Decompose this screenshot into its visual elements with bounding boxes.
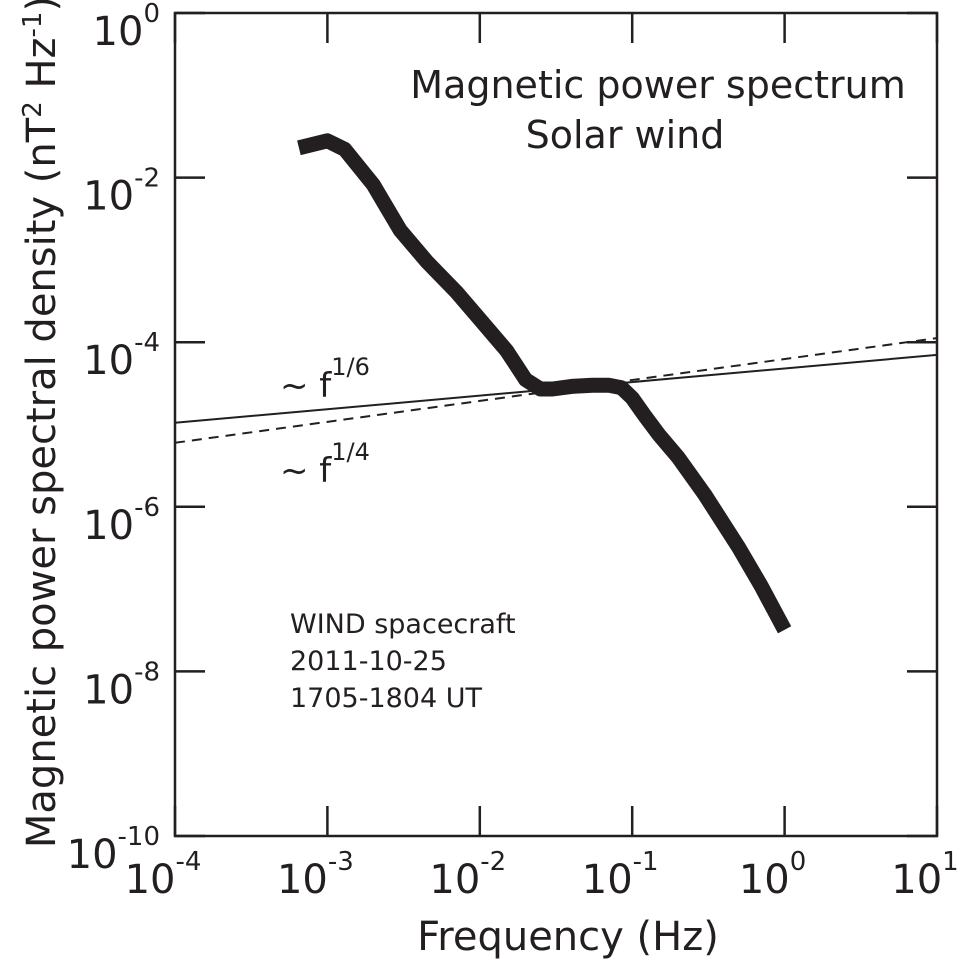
y-axis-label-mid: Hz <box>19 37 65 101</box>
y-tick-label: 10-2 <box>83 164 160 220</box>
y-tick-label: 10-4 <box>83 328 160 384</box>
y-axis-label-end: ) <box>19 0 65 12</box>
y-tick-label: 100 <box>93 0 160 55</box>
y-tick-label: 10-6 <box>83 493 160 549</box>
power-law-1-4-name: ~ f <box>280 451 332 491</box>
x-tick-label: 100 <box>739 847 806 903</box>
y-axis-label: Magnetic power spectral density (nT2 Hz-… <box>18 0 65 848</box>
plot-frame <box>173 11 939 838</box>
y-tick-label: 10-8 <box>83 657 160 713</box>
power-law-1-4-line <box>174 337 938 444</box>
y-axis-label-sup2: -1 <box>18 12 48 38</box>
x-tick-label: 101 <box>891 847 958 903</box>
power-law-1-4-label: ~ f1/4 <box>280 438 370 491</box>
series-group <box>174 133 938 634</box>
annotation-time: 1705-1804 UT <box>290 683 483 714</box>
spectrum-line <box>297 133 792 634</box>
chart-title: Magnetic power spectrum <box>410 63 905 107</box>
chart-subtitle: Solar wind <box>526 113 725 157</box>
x-tick-label: 10-1 <box>582 847 659 903</box>
power-law-1-6-name: ~ f <box>280 366 332 406</box>
y-axis-label-sup1: 2 <box>18 101 48 118</box>
y-tick-label: 10-10 <box>67 822 160 878</box>
power-law-1-6-exp: 1/6 <box>331 353 370 381</box>
x-tick-label: 10-2 <box>429 847 506 903</box>
power-law-1-4-exp: 1/4 <box>331 438 370 466</box>
tick-labels: 10-4 10-3 10-2 10-1 100 101 10-10 10-8 10-6 10-4 1… <box>67 0 959 903</box>
x-axis-label: Frequency (Hz) <box>417 914 719 960</box>
axis-ticks <box>173 11 939 838</box>
power-law-1-6-label: ~ f1/6 <box>280 353 370 406</box>
annotation-spacecraft: WIND spacecraft <box>290 609 516 640</box>
y-axis-label-text: Magnetic power spectral density (nT <box>19 117 65 848</box>
annotation-date: 2011-10-25 <box>290 646 447 677</box>
x-tick-label: 10-3 <box>277 847 354 903</box>
x-tick-label: 10-4 <box>125 847 202 903</box>
